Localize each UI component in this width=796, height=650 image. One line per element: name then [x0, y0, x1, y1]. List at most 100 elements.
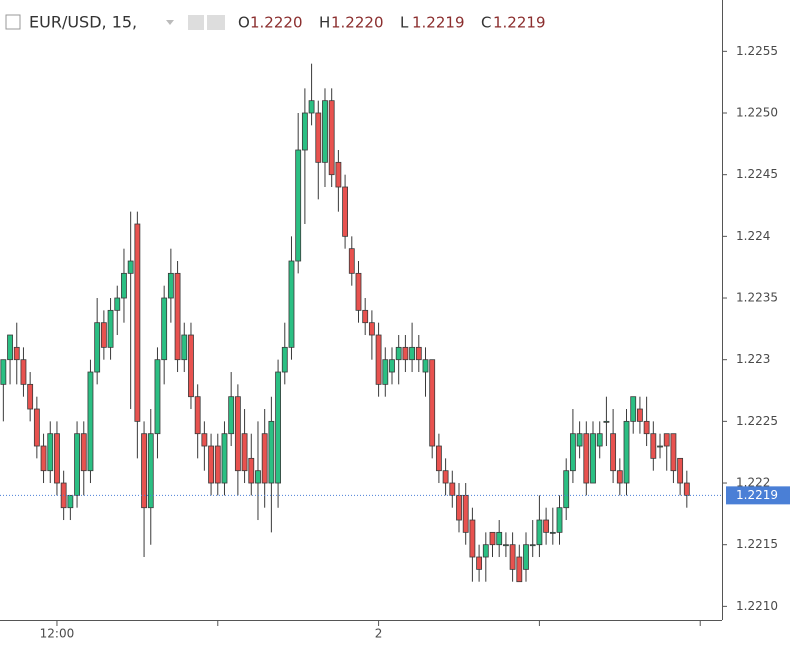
candle-body [650, 433, 657, 459]
candle-body [476, 556, 483, 570]
candle-body [402, 346, 409, 361]
candle-body [295, 149, 302, 262]
y-tick-label: 1.2215 [736, 537, 778, 551]
candle-body [248, 457, 255, 484]
settings-button[interactable] [207, 15, 225, 30]
legend-label: H [319, 14, 330, 32]
candle-body [234, 396, 241, 472]
candle-body [13, 346, 20, 361]
candle-body [509, 544, 516, 570]
candle-body [576, 433, 583, 447]
candle-body [342, 186, 348, 237]
candle-body [683, 482, 690, 496]
candle-body [496, 531, 503, 546]
candle-body [27, 383, 34, 410]
candle-body [94, 322, 101, 373]
candle-body [301, 112, 308, 151]
candle-body [33, 408, 40, 447]
candle-body [121, 272, 127, 299]
candle-body [556, 507, 563, 533]
candle-body [261, 433, 268, 484]
candle-body [281, 346, 288, 373]
candle-body [389, 359, 395, 373]
ohlc-legend: O 1.2220 H 1.2220 L 1.2219 C 1.2219 [238, 14, 546, 32]
candle-body [637, 408, 643, 422]
candle-body [7, 334, 13, 361]
candle-body [87, 371, 94, 472]
candle-body [616, 470, 623, 484]
symbol-icon [5, 14, 21, 30]
candle-body [174, 272, 181, 361]
candle-body [409, 346, 416, 361]
candle-body [596, 433, 603, 447]
candle-body [194, 396, 201, 435]
candle-body [114, 297, 121, 311]
candle-body [663, 433, 670, 447]
candle-body [255, 470, 261, 484]
candle-body [643, 420, 650, 435]
candle-body [74, 433, 80, 496]
candle-body [523, 544, 529, 570]
last-price-box [726, 486, 790, 505]
candle-body [188, 334, 194, 398]
candle-body [543, 519, 550, 533]
y-tick-label: 1.224 [736, 229, 770, 243]
candle-body [569, 433, 576, 472]
legend-value: 1.2220 [331, 14, 384, 32]
candle-body [20, 359, 27, 385]
candle-body [335, 161, 342, 188]
candle-body [603, 420, 610, 423]
candle-body [422, 359, 429, 373]
candle-body [516, 556, 523, 583]
candle-body [657, 445, 663, 448]
dropdown-caret [166, 20, 174, 25]
candle-body [40, 445, 47, 472]
legend-value: 1.2219 [493, 14, 546, 32]
candle-body [462, 494, 469, 533]
x-tick-label: 2 [375, 627, 383, 641]
candle-body [395, 346, 402, 361]
y-tick-label: 1.2250 [736, 106, 778, 120]
legend-value: 1.2220 [250, 14, 303, 32]
candle-body [536, 519, 543, 546]
candle-body [529, 544, 536, 547]
candle-body [328, 100, 335, 176]
legend-label: C [481, 14, 491, 32]
candle-body [362, 309, 369, 324]
candle-body [590, 433, 596, 484]
candle-body [47, 433, 54, 472]
candle-body [141, 433, 147, 509]
x-tick-label: 12:00 [40, 627, 75, 641]
y-tick-label: 1.2210 [736, 599, 778, 613]
y-tick-label: 1.2245 [736, 167, 778, 181]
candle-body [161, 297, 168, 361]
legend-value: 1.2219 [412, 14, 465, 32]
y-tick-label: 1.222 [736, 476, 770, 490]
candle-body [429, 359, 436, 447]
candle-body [355, 272, 362, 311]
candle-body [228, 396, 235, 435]
candle-body [623, 420, 630, 484]
candle-body [268, 420, 275, 484]
candle-body [127, 260, 134, 274]
candle-body [100, 322, 107, 348]
candle-body [134, 223, 141, 422]
candle-body [549, 531, 556, 534]
candle-body [0, 359, 7, 385]
candle-body [214, 445, 221, 484]
eye-button[interactable] [188, 15, 204, 30]
candle-body [275, 371, 281, 484]
candle-body [630, 396, 637, 422]
candle-body [348, 248, 355, 274]
candle-body [241, 433, 248, 472]
candle-body [322, 100, 328, 163]
y-tick-label: 1.223 [736, 352, 770, 366]
candles [0, 63, 690, 583]
candle-body [442, 470, 449, 484]
y-tick-label: 1.2235 [736, 291, 778, 305]
candle-body [315, 112, 322, 163]
candle-body [201, 433, 208, 447]
candle-body [415, 346, 422, 361]
